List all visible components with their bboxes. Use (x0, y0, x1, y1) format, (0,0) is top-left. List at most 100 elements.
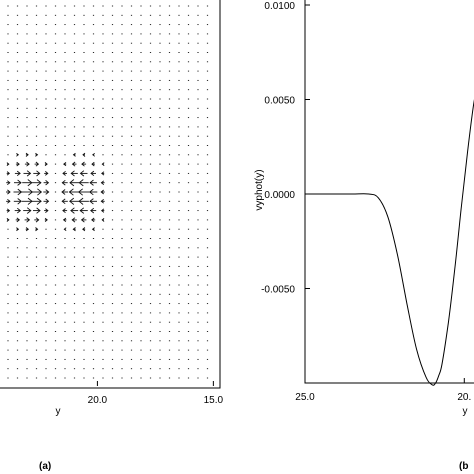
field-arrow-head (16, 152, 20, 157)
field-arrow-head (78, 197, 84, 205)
field-arrow-head (17, 179, 22, 186)
field-arrow-head (35, 217, 40, 223)
field-arrow-head (79, 170, 85, 177)
field-arrow-head (35, 152, 39, 157)
field-arrow-head (82, 152, 86, 157)
field-arrow-head (26, 170, 32, 177)
field-arrow-head (26, 207, 32, 214)
line-plot-panel: 0.0100 0.0050 0.0000 -0.0050 25.0 20. vyphot… (254, 0, 474, 472)
field-arrow-head (35, 227, 39, 232)
field-arrow-head (63, 227, 67, 232)
plot-frame-b (304, 0, 474, 384)
x-tick-label: 15.0 (204, 395, 224, 406)
field-arrow-head (81, 161, 85, 167)
field-arrow-head (6, 217, 10, 222)
field-arrow-head (7, 198, 11, 204)
field-arrow-head (62, 208, 66, 214)
field-arrow-head (26, 217, 31, 223)
field-arrow-head (25, 152, 29, 157)
x-axis-ticks-a: 20.0 15.0 (88, 381, 224, 406)
x-axis-label-a: y (56, 406, 61, 417)
x-tick-label: 20. (457, 392, 471, 403)
field-arrow-head (72, 152, 76, 157)
field-arrow-head (45, 180, 50, 186)
field-arrow-head (70, 207, 75, 214)
field-arrow-head (89, 198, 94, 205)
field-arrow-head (44, 162, 48, 167)
y-tick-label: 0.0050 (264, 96, 295, 107)
x-axis-ticks-b: 25.0 20. (295, 378, 471, 403)
field-arrow-head (88, 188, 94, 196)
field-arrow-head (82, 227, 86, 232)
field-arrow-head (90, 207, 95, 214)
field-arrow-head (101, 217, 105, 222)
field-arrow-head (16, 170, 21, 177)
x-tick-label: 20.0 (88, 395, 108, 406)
field-arrow-head (61, 198, 66, 205)
plot-frame-a (0, 0, 221, 389)
field-arrow-head (79, 207, 85, 214)
field-arrow-head (80, 217, 85, 223)
field-arrow-head (91, 161, 95, 167)
field-arrow-head (17, 198, 22, 205)
field-arrow-head (100, 208, 105, 213)
field-arrow-head (27, 179, 33, 187)
field-arrow-head (7, 180, 11, 186)
field-arrow-head (26, 161, 30, 167)
field-arrow-head (16, 217, 21, 223)
field-arrow-head (62, 217, 67, 223)
field-arrow-head (37, 188, 43, 196)
field-arrow-head (69, 179, 75, 187)
field-arrow-head (89, 179, 94, 186)
field-arrow-head (69, 197, 75, 205)
field-arrow-head (16, 161, 20, 167)
arrow-field (6, 5, 209, 379)
field-arrow-head (45, 198, 50, 204)
field-arrow-head (72, 227, 76, 232)
field-arrow-head (36, 179, 42, 187)
field-arrow-head (36, 197, 42, 205)
panel-label-b: (b (459, 461, 468, 472)
vector-field-panel: 20.0 15.0 y (a) (0, 0, 224, 472)
field-arrow-head (25, 227, 30, 232)
y-tick-label: 0.0100 (264, 1, 295, 12)
field-arrow-head (6, 171, 11, 176)
field-arrow-head (35, 161, 40, 167)
field-arrow-head (45, 208, 49, 213)
field-arrow-head (62, 170, 66, 176)
field-arrow-head (78, 179, 84, 187)
y-tick-label: -0.0050 (261, 285, 295, 296)
field-arrow-head (77, 188, 83, 196)
x-axis-label-b: y (463, 406, 468, 417)
field-arrow-head (101, 162, 105, 166)
field-arrow-head (92, 152, 95, 157)
field-arrow-head (61, 189, 66, 195)
field-arrow-head (17, 188, 23, 196)
field-arrow-head (17, 207, 22, 214)
field-arrow-head (36, 170, 41, 177)
field-arrow-head (44, 217, 48, 222)
series-line (304, 99, 474, 386)
panel-label-a: (a) (39, 461, 51, 472)
x-tick-label: 25.0 (295, 392, 315, 403)
field-arrow-head (101, 171, 105, 176)
field-arrow-head (100, 189, 104, 195)
field-arrow-head (71, 217, 76, 223)
field-arrow-head (61, 179, 66, 186)
field-arrow-head (100, 199, 104, 204)
field-arrow-head (6, 208, 11, 213)
field-arrow-head (45, 189, 50, 195)
field-arrow-head (45, 171, 49, 176)
field-arrow-head (7, 189, 11, 195)
field-arrow-head (63, 162, 67, 167)
field-arrow-head (68, 188, 74, 196)
y-axis-label-b: vyphot(y) (254, 169, 265, 210)
field-arrow-head (6, 162, 10, 166)
field-arrow-head (91, 217, 95, 223)
y-tick-label: 0.0000 (264, 190, 295, 201)
field-arrow-head (71, 161, 76, 167)
field-arrow-head (36, 207, 41, 214)
field-arrow-head (70, 170, 75, 177)
field-arrow-head (91, 227, 95, 232)
